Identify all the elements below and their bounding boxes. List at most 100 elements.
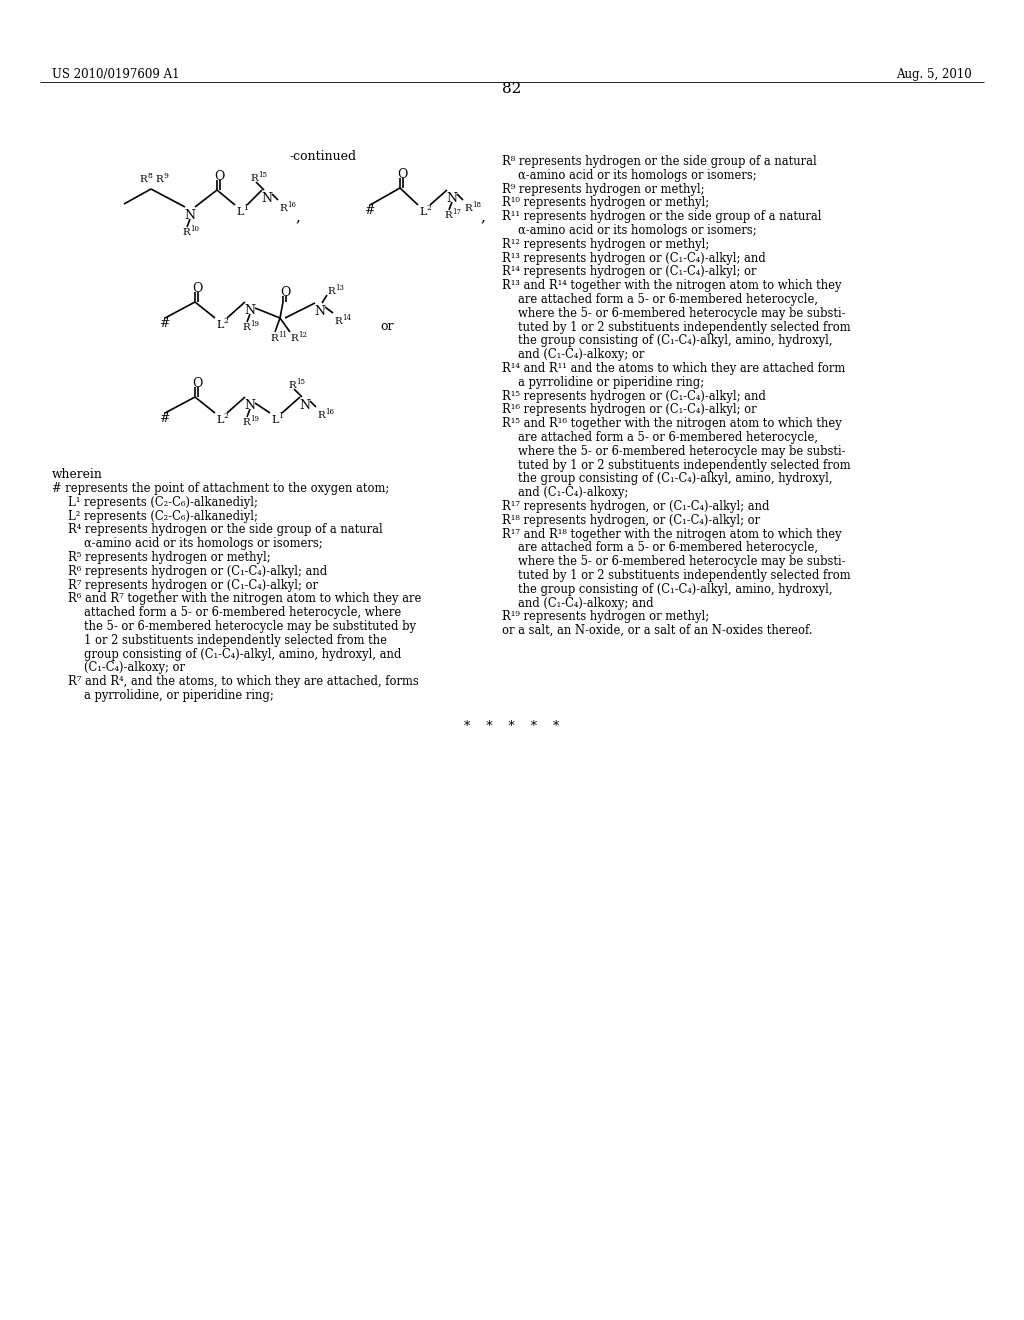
Text: R⁶ and R⁷ together with the nitrogen atom to which they are: R⁶ and R⁷ together with the nitrogen ato… xyxy=(68,593,421,606)
Text: R¹¹ represents hydrogen or the side group of a natural: R¹¹ represents hydrogen or the side grou… xyxy=(502,210,821,223)
Text: where the 5- or 6-membered heterocycle may be substi-: where the 5- or 6-membered heterocycle m… xyxy=(518,445,846,458)
Text: R¹⁶ represents hydrogen or (C₁-C₄)-alkyl; or: R¹⁶ represents hydrogen or (C₁-C₄)-alkyl… xyxy=(502,404,757,416)
Text: α-amino acid or its homologs or isomers;: α-amino acid or its homologs or isomers; xyxy=(518,224,757,238)
Text: the group consisting of (C₁-C₄)-alkyl, amino, hydroxyl,: the group consisting of (C₁-C₄)-alkyl, a… xyxy=(518,473,833,486)
Text: R¹⁵ represents hydrogen or (C₁-C₄)-alkyl; and: R¹⁵ represents hydrogen or (C₁-C₄)-alkyl… xyxy=(502,389,766,403)
Text: 2: 2 xyxy=(426,205,431,213)
Text: R⁷ and R⁴, and the atoms, to which they are attached, forms: R⁷ and R⁴, and the atoms, to which they … xyxy=(68,676,419,688)
Text: tuted by 1 or 2 substituents independently selected from: tuted by 1 or 2 substituents independent… xyxy=(518,569,851,582)
Text: group consisting of (C₁-C₄)-alkyl, amino, hydroxyl, and: group consisting of (C₁-C₄)-alkyl, amino… xyxy=(84,648,401,660)
Text: L² represents (C₂-C₆)-alkanediyl;: L² represents (C₂-C₆)-alkanediyl; xyxy=(68,510,258,523)
Text: #: # xyxy=(364,205,375,216)
Text: R¹³ represents hydrogen or (C₁-C₄)-alkyl; and: R¹³ represents hydrogen or (C₁-C₄)-alkyl… xyxy=(502,252,766,264)
Text: R⁴ represents hydrogen or the side group of a natural: R⁴ represents hydrogen or the side group… xyxy=(68,524,383,536)
Text: R¹⁹ represents hydrogen or methyl;: R¹⁹ represents hydrogen or methyl; xyxy=(502,610,710,623)
Text: L: L xyxy=(419,207,426,216)
Text: 8: 8 xyxy=(147,172,152,180)
Text: # represents the point of attachment to the oxygen atom;: # represents the point of attachment to … xyxy=(52,482,389,495)
Text: 15: 15 xyxy=(296,378,305,385)
Text: R¹⁴ and R¹¹ and the atoms to which they are attached form: R¹⁴ and R¹¹ and the atoms to which they … xyxy=(502,362,845,375)
Text: R¹⁵ and R¹⁶ together with the nitrogen atom to which they: R¹⁵ and R¹⁶ together with the nitrogen a… xyxy=(502,417,842,430)
Text: tuted by 1 or 2 substituents independently selected from: tuted by 1 or 2 substituents independent… xyxy=(518,458,851,471)
Text: N: N xyxy=(261,191,272,205)
Text: R: R xyxy=(444,211,452,220)
Text: O: O xyxy=(280,286,291,300)
Text: N: N xyxy=(244,399,255,412)
Text: R¹³ and R¹⁴ together with the nitrogen atom to which they: R¹³ and R¹⁴ together with the nitrogen a… xyxy=(502,280,842,292)
Text: 9: 9 xyxy=(163,172,168,180)
Text: 19: 19 xyxy=(250,319,259,327)
Text: R: R xyxy=(464,205,472,213)
Text: R⁵ represents hydrogen or methyl;: R⁵ represents hydrogen or methyl; xyxy=(68,550,270,564)
Text: and (C₁-C₄)-alkoxy;: and (C₁-C₄)-alkoxy; xyxy=(518,486,629,499)
Text: 12: 12 xyxy=(298,331,307,339)
Text: R: R xyxy=(242,418,250,426)
Text: 19: 19 xyxy=(250,414,259,422)
Text: are attached form a 5- or 6-membered heterocycle,: are attached form a 5- or 6-membered het… xyxy=(518,541,818,554)
Text: 13: 13 xyxy=(335,284,344,292)
Text: R¹⁷ and R¹⁸ together with the nitrogen atom to which they: R¹⁷ and R¹⁸ together with the nitrogen a… xyxy=(502,528,842,541)
Text: N: N xyxy=(314,305,325,318)
Text: R¹⁴ represents hydrogen or (C₁-C₄)-alkyl; or: R¹⁴ represents hydrogen or (C₁-C₄)-alkyl… xyxy=(502,265,757,279)
Text: L¹ represents (C₂-C₆)-alkanediyl;: L¹ represents (C₂-C₆)-alkanediyl; xyxy=(68,496,258,508)
Text: the 5- or 6-membered heterocycle may be substituted by: the 5- or 6-membered heterocycle may be … xyxy=(84,620,416,634)
Text: 15: 15 xyxy=(258,172,267,180)
Text: R⁶ represents hydrogen or (C₁-C₄)-alkyl; and: R⁶ represents hydrogen or (C₁-C₄)-alkyl;… xyxy=(68,565,328,578)
Text: 18: 18 xyxy=(472,201,481,209)
Text: R: R xyxy=(182,228,189,238)
Text: where the 5- or 6-membered heterocycle may be substi-: where the 5- or 6-membered heterocycle m… xyxy=(518,556,846,568)
Text: a pyrrolidine, or piperidine ring;: a pyrrolidine, or piperidine ring; xyxy=(84,689,273,702)
Text: 2: 2 xyxy=(223,412,228,420)
Text: and (C₁-C₄)-alkoxy; or: and (C₁-C₄)-alkoxy; or xyxy=(518,348,644,362)
Text: 1: 1 xyxy=(278,412,283,420)
Text: R: R xyxy=(327,286,335,296)
Text: L: L xyxy=(271,414,279,425)
Text: R¹² represents hydrogen or methyl;: R¹² represents hydrogen or methyl; xyxy=(502,238,710,251)
Text: O: O xyxy=(397,168,408,181)
Text: R: R xyxy=(279,205,287,213)
Text: (C₁-C₄)-alkoxy; or: (C₁-C₄)-alkoxy; or xyxy=(84,661,185,675)
Text: R: R xyxy=(317,411,325,420)
Text: 10: 10 xyxy=(190,224,199,234)
Text: where the 5- or 6-membered heterocycle may be substi-: where the 5- or 6-membered heterocycle m… xyxy=(518,306,846,319)
Text: R⁷ represents hydrogen or (C₁-C₄)-alkyl; or: R⁷ represents hydrogen or (C₁-C₄)-alkyl;… xyxy=(68,578,318,591)
Text: N: N xyxy=(184,209,195,222)
Text: R: R xyxy=(270,334,278,343)
Text: -continued: -continued xyxy=(290,150,357,162)
Text: tuted by 1 or 2 substituents independently selected from: tuted by 1 or 2 substituents independent… xyxy=(518,321,851,334)
Text: R¹⁷ represents hydrogen, or (C₁-C₄)-alkyl; and: R¹⁷ represents hydrogen, or (C₁-C₄)-alky… xyxy=(502,500,769,513)
Text: attached form a 5- or 6-membered heterocycle, where: attached form a 5- or 6-membered heteroc… xyxy=(84,606,401,619)
Text: #: # xyxy=(159,412,170,425)
Text: and (C₁-C₄)-alkoxy; and: and (C₁-C₄)-alkoxy; and xyxy=(518,597,653,610)
Text: 16: 16 xyxy=(325,408,334,416)
Text: R⁸ represents hydrogen or the side group of a natural: R⁸ represents hydrogen or the side group… xyxy=(502,154,817,168)
Text: α-amino acid or its homologs or isomers;: α-amino acid or its homologs or isomers; xyxy=(518,169,757,182)
Text: 14: 14 xyxy=(342,314,351,322)
Text: L: L xyxy=(236,207,244,216)
Text: *    *    *    *    *: * * * * * xyxy=(464,719,560,733)
Text: O: O xyxy=(193,378,203,389)
Text: R¹⁸ represents hydrogen, or (C₁-C₄)-alkyl; or: R¹⁸ represents hydrogen, or (C₁-C₄)-alky… xyxy=(502,513,760,527)
Text: US 2010/0197609 A1: US 2010/0197609 A1 xyxy=(52,69,179,81)
Text: R: R xyxy=(139,176,146,183)
Text: N: N xyxy=(244,304,255,317)
Text: R: R xyxy=(288,381,296,389)
Text: wherein: wherein xyxy=(52,469,102,480)
Text: L: L xyxy=(216,414,223,425)
Text: R¹⁰ represents hydrogen or methyl;: R¹⁰ represents hydrogen or methyl; xyxy=(502,197,710,210)
Text: R: R xyxy=(242,323,250,333)
Text: ,: , xyxy=(480,210,485,224)
Text: 1: 1 xyxy=(243,205,248,213)
Text: the group consisting of (C₁-C₄)-alkyl, amino, hydroxyl,: the group consisting of (C₁-C₄)-alkyl, a… xyxy=(518,583,833,595)
Text: α-amino acid or its homologs or isomers;: α-amino acid or its homologs or isomers; xyxy=(84,537,323,550)
Text: O: O xyxy=(214,170,224,183)
Text: the group consisting of (C₁-C₄)-alkyl, amino, hydroxyl,: the group consisting of (C₁-C₄)-alkyl, a… xyxy=(518,334,833,347)
Text: Aug. 5, 2010: Aug. 5, 2010 xyxy=(896,69,972,81)
Text: 17: 17 xyxy=(452,209,461,216)
Text: or: or xyxy=(380,319,393,333)
Text: R⁹ represents hydrogen or methyl;: R⁹ represents hydrogen or methyl; xyxy=(502,182,705,195)
Text: are attached form a 5- or 6-membered heterocycle,: are attached form a 5- or 6-membered het… xyxy=(518,293,818,306)
Text: R: R xyxy=(250,174,258,183)
Text: N: N xyxy=(446,191,457,205)
Text: R: R xyxy=(334,317,342,326)
